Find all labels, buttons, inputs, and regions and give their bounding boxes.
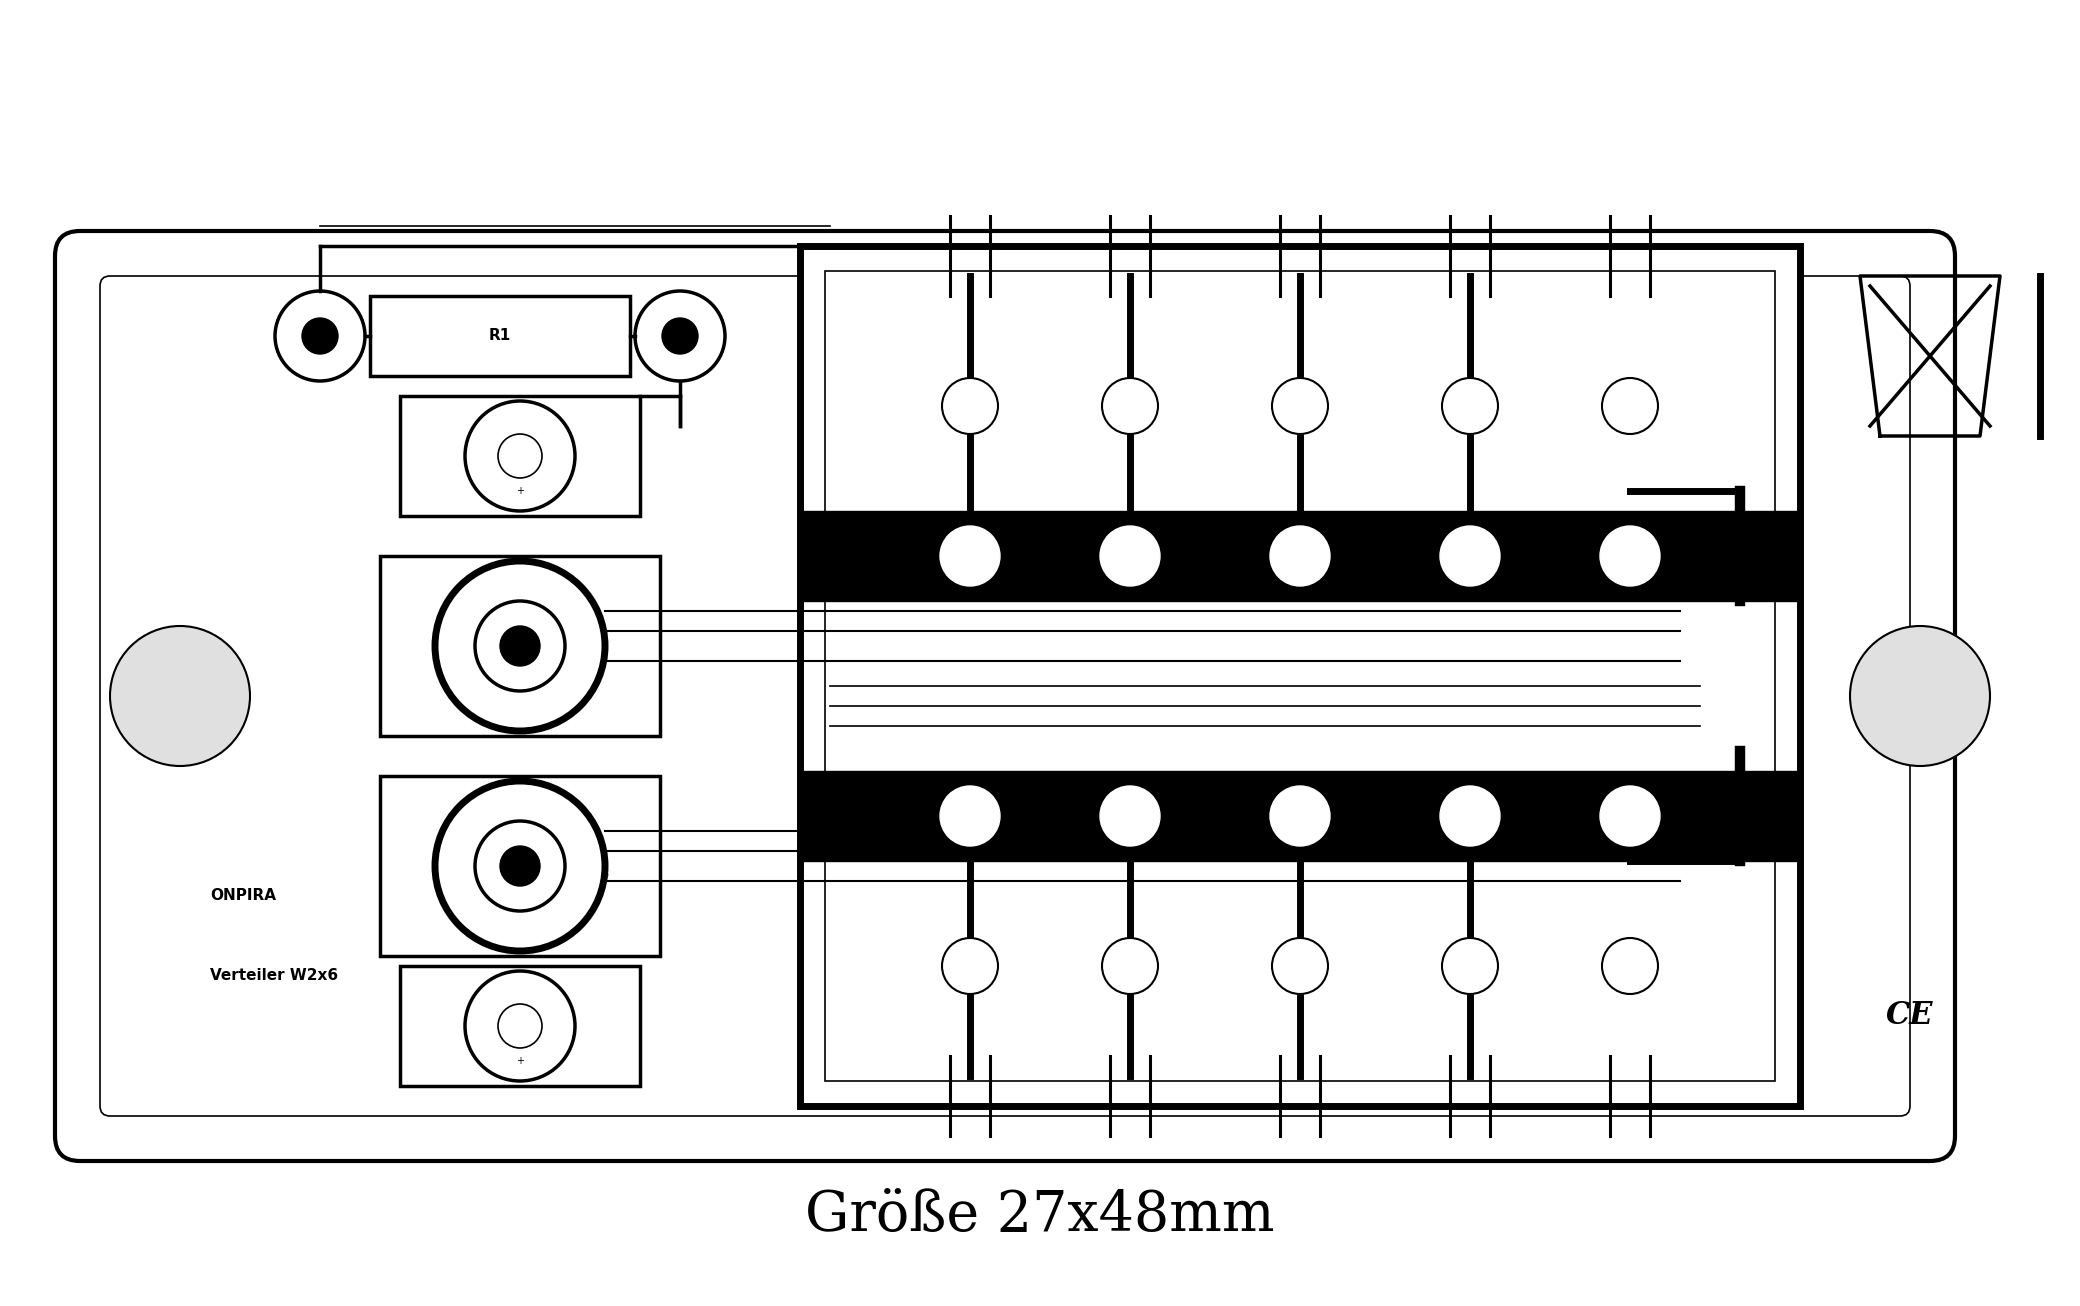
Bar <box>801 771 1799 861</box>
Bar <box>381 556 659 737</box>
Circle shape <box>1600 786 1660 846</box>
Circle shape <box>940 786 1000 846</box>
Bar <box>826 272 1774 1081</box>
Circle shape <box>1273 377 1327 434</box>
Bar <box>399 966 641 1087</box>
Circle shape <box>1271 526 1329 586</box>
Circle shape <box>1602 377 1658 434</box>
Bar <box>801 246 1799 1106</box>
Circle shape <box>110 626 250 767</box>
Bar <box>399 396 641 516</box>
Circle shape <box>661 317 699 354</box>
Circle shape <box>1100 786 1161 846</box>
Text: ONPIRA: ONPIRA <box>210 888 277 904</box>
Circle shape <box>942 938 998 994</box>
FancyBboxPatch shape <box>54 231 1955 1161</box>
Text: ®: ® <box>599 871 609 882</box>
Bar <box>381 776 659 956</box>
Circle shape <box>1102 938 1159 994</box>
Circle shape <box>499 626 541 666</box>
Circle shape <box>1602 938 1658 994</box>
Text: Größe 27x48mm: Größe 27x48mm <box>805 1188 1275 1243</box>
Circle shape <box>302 317 337 354</box>
Circle shape <box>1271 786 1329 846</box>
Text: CE: CE <box>1887 1000 1934 1032</box>
Circle shape <box>499 846 541 885</box>
Bar <box>370 296 630 376</box>
Circle shape <box>1439 526 1500 586</box>
Circle shape <box>1441 377 1498 434</box>
Text: Verteiler W2x6: Verteiler W2x6 <box>210 969 339 983</box>
Circle shape <box>1273 938 1327 994</box>
Circle shape <box>1600 526 1660 586</box>
Circle shape <box>1100 526 1161 586</box>
Circle shape <box>1849 626 1991 767</box>
Circle shape <box>940 526 1000 586</box>
Circle shape <box>1441 938 1498 994</box>
Circle shape <box>1102 377 1159 434</box>
Text: +: + <box>516 1057 524 1066</box>
Circle shape <box>942 377 998 434</box>
Circle shape <box>1439 786 1500 846</box>
Bar <box>801 511 1799 601</box>
Text: +: + <box>516 486 524 496</box>
Text: R1: R1 <box>489 329 512 343</box>
